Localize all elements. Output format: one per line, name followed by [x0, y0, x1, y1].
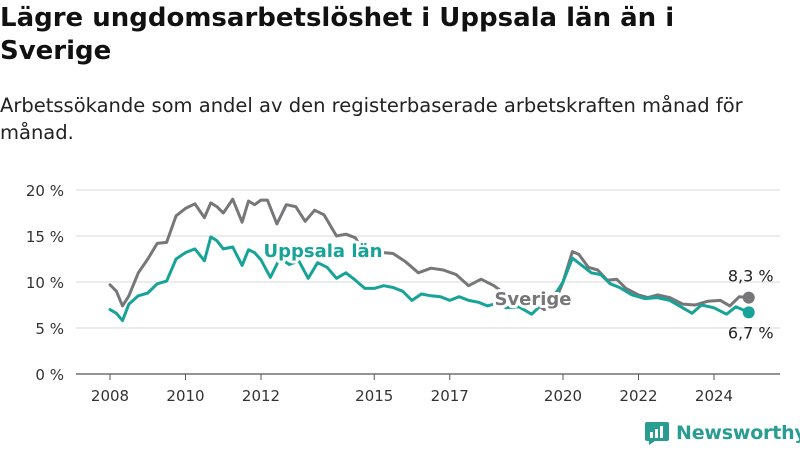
brand-name: Newsworthy	[676, 422, 800, 444]
x-tick-label: 2008	[91, 387, 129, 405]
y-tick-label: 15 %	[26, 228, 64, 246]
series-line-uppsala-l-n	[108, 235, 751, 323]
x-tick-label: 2015	[355, 387, 393, 405]
y-axis-tick-labels: 0 % 5 % 10 % 15 % 20 %	[26, 182, 64, 384]
end-point-marker	[742, 291, 755, 304]
x-tick-label: 2024	[695, 387, 733, 405]
x-tick-label: 2017	[431, 387, 469, 405]
x-tick-label: 2020	[544, 387, 582, 405]
x-tick-label: 2022	[619, 387, 657, 405]
x-axis-tick-labels: 2008 2010 2012 2015 2017 2020 2022 2024	[91, 374, 733, 405]
series-label-uppsala-halo: Uppsala län	[264, 241, 383, 262]
series-label-sverige: Sverige	[494, 289, 571, 310]
end-point-marker	[742, 306, 755, 319]
y-tick-label: 5 %	[35, 320, 64, 338]
series-line-sverige	[108, 197, 751, 312]
x-tick-label: 2010	[166, 387, 204, 405]
series-label-uppsala: Uppsala län	[264, 241, 383, 262]
series-label-sverige-halo: Sverige	[494, 289, 571, 310]
chart-title: Lägre ungdomsarbetslöshet i Uppsala län …	[0, 3, 675, 66]
end-value-label-sverige: 8,3 %	[728, 267, 774, 286]
gridlines	[76, 189, 780, 375]
x-tick-label: 2012	[242, 387, 280, 405]
y-tick-label: 20 %	[26, 182, 64, 200]
brand-logo: Newsworthy	[644, 420, 800, 446]
end-value-label-uppsala: 6,7 %	[728, 323, 774, 342]
y-tick-label: 0 %	[35, 366, 64, 384]
newsworthy-logo-icon	[645, 422, 669, 445]
series-lines	[108, 197, 755, 323]
chart-subtitle: Arbetssökande som andel av den registerb…	[0, 94, 743, 144]
y-tick-label: 10 %	[26, 274, 64, 292]
